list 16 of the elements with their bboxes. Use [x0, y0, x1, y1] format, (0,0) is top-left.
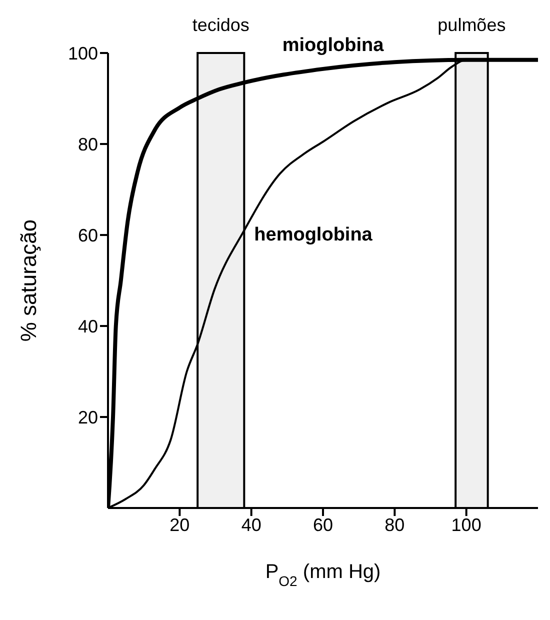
- series-label: mioglobina: [282, 34, 384, 56]
- y-tick-label: 80: [78, 134, 98, 154]
- x-tick-label: 100: [451, 514, 482, 535]
- band-label: pulmões: [438, 15, 506, 35]
- series-label: hemoglobina: [254, 224, 373, 246]
- y-axis-title: % saturação: [16, 219, 41, 342]
- x-tick-label: 80: [384, 514, 405, 535]
- y-tick-label: 100: [68, 43, 98, 64]
- y-tick-label: 60: [78, 225, 98, 246]
- x-tick-label: 40: [241, 514, 262, 535]
- x-tick-label: 60: [312, 514, 334, 535]
- y-tick-label: 20: [78, 407, 98, 428]
- y-tick-label: 40: [78, 316, 98, 336]
- x-tick-label: 20: [170, 514, 190, 535]
- band-label: tecidos: [192, 15, 250, 35]
- x-axis-title: P$_{O2}$ (mm Hg): [265, 561, 381, 589]
